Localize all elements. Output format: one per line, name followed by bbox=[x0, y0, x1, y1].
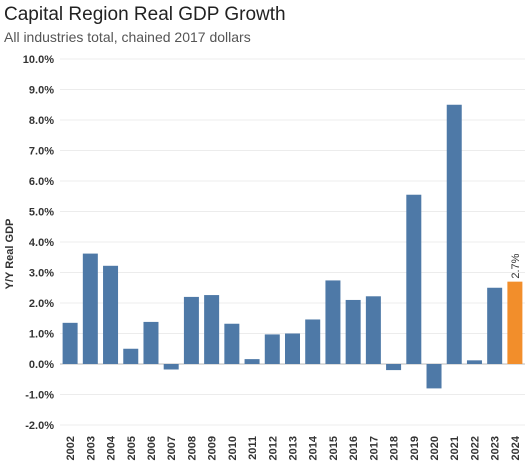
bar-2009 bbox=[204, 295, 220, 364]
bar-2008 bbox=[183, 296, 199, 364]
bar-2010 bbox=[224, 323, 240, 364]
y-tick-label: 7.0% bbox=[29, 146, 54, 158]
bar-2014 bbox=[305, 319, 321, 364]
x-tick-label: 2009 bbox=[207, 436, 219, 460]
y-tick-label: -2.0% bbox=[25, 420, 54, 432]
y-tick-label: 3.0% bbox=[29, 268, 54, 280]
bar-2024 bbox=[507, 281, 523, 364]
bar-2005 bbox=[123, 348, 139, 364]
x-tick-label: 2010 bbox=[227, 436, 239, 460]
bar-2011 bbox=[244, 359, 260, 364]
x-tick-label: 2011 bbox=[247, 436, 259, 460]
x-tick-label: 2024 bbox=[510, 435, 522, 460]
x-tick-label: 2006 bbox=[146, 436, 158, 460]
bar-2003 bbox=[82, 253, 98, 364]
bar-2023 bbox=[487, 287, 503, 364]
x-tick-label: 2005 bbox=[126, 436, 138, 460]
y-tick-label: 6.0% bbox=[29, 176, 54, 188]
y-axis-ticks: -2.0% -1.0% 0.0% 1.0% 2.0% 3.0% 4.0% 5.0% 6.0% 7.… bbox=[23, 54, 54, 432]
bar-2016 bbox=[345, 299, 361, 364]
x-tick-label: 2003 bbox=[85, 436, 97, 460]
y-tick-label: 10.0% bbox=[23, 54, 54, 66]
x-tick-label: 2012 bbox=[267, 436, 279, 460]
bar-2018 bbox=[386, 364, 402, 371]
y-tick-label: 0.0% bbox=[29, 359, 54, 371]
bar-2012 bbox=[264, 334, 280, 364]
bar-2017 bbox=[365, 296, 381, 364]
bar-2004 bbox=[103, 265, 119, 364]
x-axis-ticks: 2002 2003 2004 2005 2006 2007 2008 2009 2010 2011… bbox=[65, 435, 522, 460]
x-tick-label: 2022 bbox=[469, 436, 481, 460]
bar-2021 bbox=[446, 104, 462, 364]
x-tick-label: 2019 bbox=[409, 436, 421, 460]
x-tick-label: 2013 bbox=[288, 436, 300, 460]
bar-2022 bbox=[466, 360, 482, 364]
y-tick-label: 4.0% bbox=[29, 237, 54, 249]
x-tick-label: 2023 bbox=[490, 436, 502, 460]
chart-title: Capital Region Real GDP Growth bbox=[4, 4, 286, 25]
bars bbox=[62, 104, 523, 389]
bar-2007 bbox=[163, 364, 179, 370]
x-tick-label: 2008 bbox=[186, 436, 198, 460]
x-tick-label: 2002 bbox=[65, 436, 77, 460]
x-tick-label: 2016 bbox=[348, 436, 360, 460]
data-label-2024: 2.7% bbox=[510, 253, 522, 278]
bar-2002 bbox=[62, 322, 78, 364]
x-tick-label: 2021 bbox=[449, 436, 461, 460]
y-tick-label: 5.0% bbox=[29, 207, 54, 219]
x-tick-label: 2018 bbox=[389, 436, 401, 460]
bar-2006 bbox=[143, 321, 159, 364]
data-labels: 2.7% bbox=[510, 253, 522, 278]
y-tick-label: 8.0% bbox=[29, 115, 54, 127]
bar-2019 bbox=[406, 194, 422, 364]
x-tick-label: 2007 bbox=[166, 436, 178, 460]
x-tick-label: 2020 bbox=[429, 436, 441, 460]
y-tick-label: 2.0% bbox=[29, 298, 54, 310]
bar-2015 bbox=[325, 280, 341, 364]
bar-2013 bbox=[285, 333, 300, 364]
y-tick-label: 1.0% bbox=[29, 329, 54, 341]
x-tick-label: 2017 bbox=[368, 436, 380, 460]
x-tick-label: 2004 bbox=[106, 435, 118, 460]
y-tick-label: 9.0% bbox=[29, 85, 54, 97]
x-tick-label: 2015 bbox=[328, 436, 340, 460]
y-axis-title: Y/Y Real GDP bbox=[4, 219, 16, 290]
bar-2020 bbox=[426, 364, 442, 389]
chart-subtitle: All industries total, chained 2017 dolla… bbox=[4, 29, 251, 45]
x-tick-label: 2014 bbox=[308, 435, 320, 460]
y-tick-label: -1.0% bbox=[25, 390, 54, 402]
